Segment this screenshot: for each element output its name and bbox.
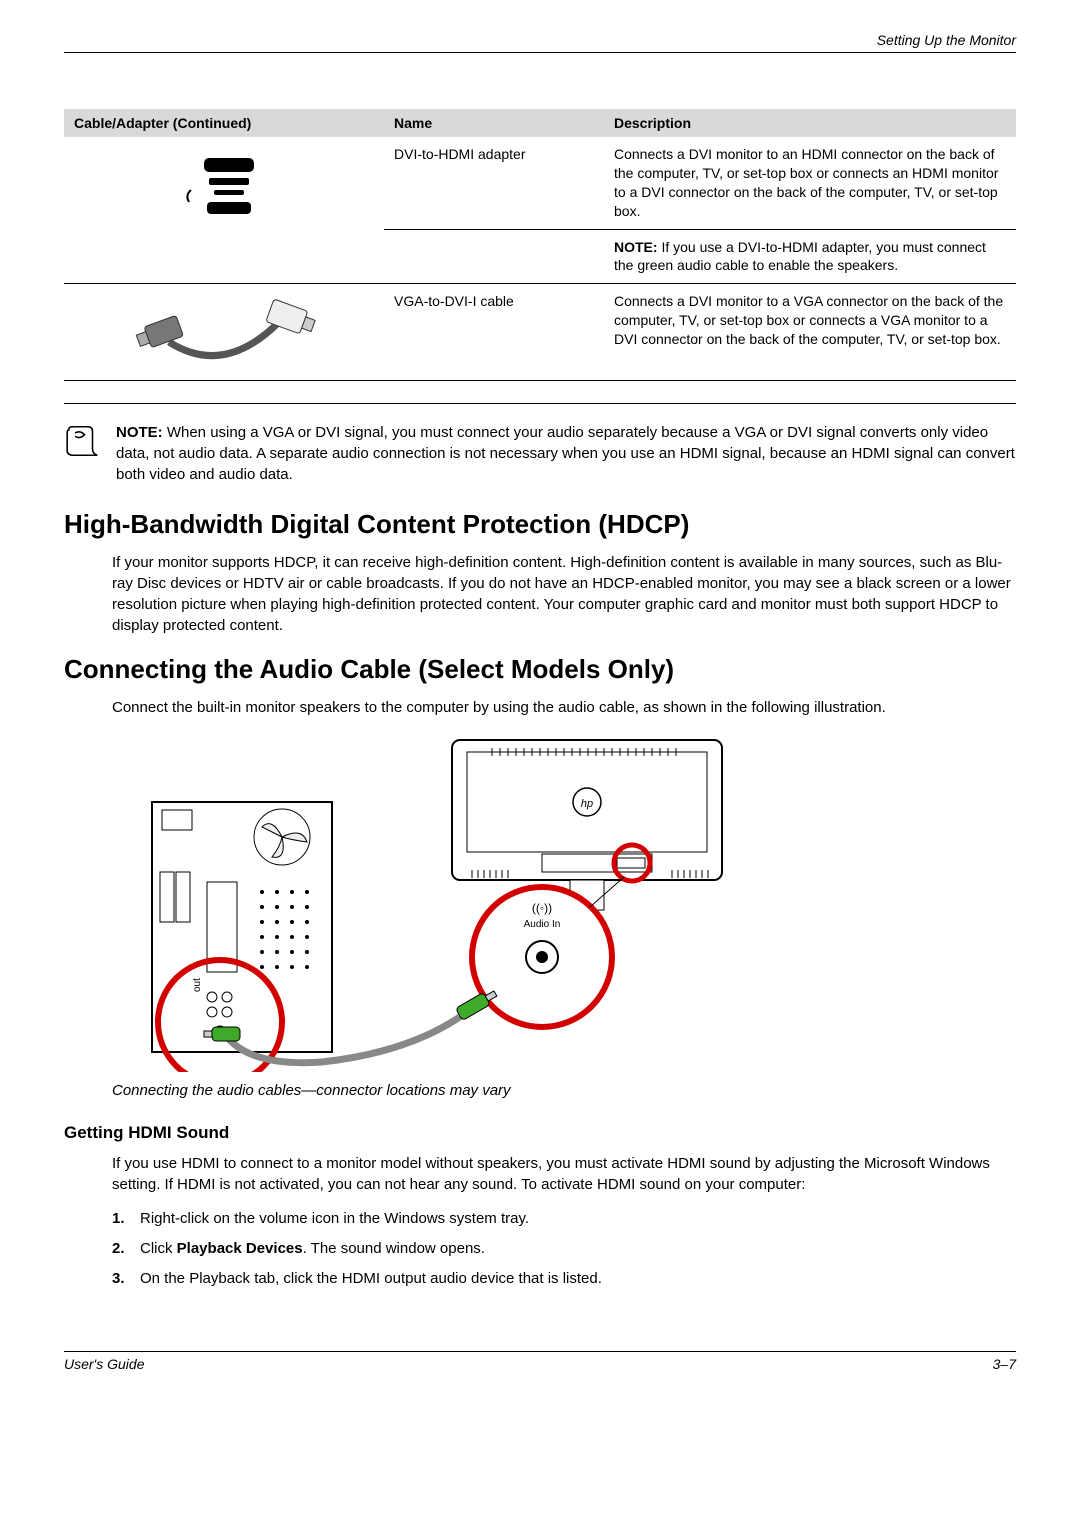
hdmi-sound-heading: Getting HDMI Sound: [64, 1123, 1016, 1143]
note-text: NOTE: When using a VGA or DVI signal, yo…: [116, 422, 1016, 485]
audio-in-label: Audio In: [524, 919, 561, 930]
col-cable: Cable/Adapter (Continued): [64, 109, 384, 137]
cable-adapter-table: Cable/Adapter (Continued) Name Descripti…: [64, 109, 1016, 381]
note-icon: [64, 422, 102, 485]
svg-text:hp: hp: [581, 798, 593, 810]
audio-cable-figure: hp ((◦)) Audio In: [112, 732, 732, 1072]
footer-left: User's Guide: [64, 1356, 144, 1372]
pc-tower-icon: out: [152, 802, 332, 1072]
list-item: Click Playback Devices. The sound window…: [112, 1237, 1016, 1261]
col-name: Name: [384, 109, 604, 137]
hdcp-heading: High-Bandwidth Digital Content Protectio…: [64, 509, 1016, 540]
table-row: VGA-to-DVI-I cable Connects a DVI monito…: [64, 284, 1016, 381]
audio-heading: Connecting the Audio Cable (Select Model…: [64, 654, 1016, 685]
list-item: Right-click on the volume icon in the Wi…: [112, 1207, 1016, 1231]
hdcp-body: If your monitor supports HDCP, it can re…: [112, 552, 1016, 636]
out-label: out: [192, 978, 203, 992]
section-title: Setting Up the Monitor: [64, 32, 1016, 48]
adapter-note: NOTE: If you use a DVI-to-HDMI adapter, …: [604, 229, 1016, 284]
list-item: On the Playback tab, click the HDMI outp…: [112, 1267, 1016, 1291]
dvi-hdmi-adapter-icon: [74, 145, 374, 225]
audio-symbol-icon: ((◦)): [532, 901, 552, 915]
col-desc: Description: [604, 109, 1016, 137]
note-block: NOTE: When using a VGA or DVI signal, yo…: [64, 403, 1016, 485]
cable-image-cell: [64, 284, 384, 381]
note-label: NOTE:: [614, 239, 658, 255]
monitor-icon: hp: [452, 740, 722, 910]
hdmi-sound-intro: If you use HDMI to connect to a monitor …: [112, 1153, 1016, 1195]
footer-right: 3–7: [993, 1356, 1016, 1372]
page-header: Setting Up the Monitor: [64, 32, 1016, 53]
adapter-desc: Connects a DVI monitor to an HDMI connec…: [604, 137, 1016, 229]
cable-name: VGA-to-DVI-I cable: [384, 284, 604, 381]
figure-caption: Connecting the audio cables—connector lo…: [112, 1082, 1016, 1099]
audio-intro: Connect the built-in monitor speakers to…: [112, 697, 1016, 718]
vga-dvi-cable-icon: [74, 292, 374, 372]
hdmi-steps: Right-click on the volume icon in the Wi…: [112, 1207, 1016, 1291]
adapter-image-cell: [64, 137, 384, 284]
cable-desc: Connects a DVI monitor to a VGA connecto…: [604, 284, 1016, 381]
page-footer: User's Guide 3–7: [64, 1351, 1016, 1372]
table-row: DVI-to-HDMI adapter Connects a DVI monit…: [64, 137, 1016, 229]
adapter-name: DVI-to-HDMI adapter: [384, 137, 604, 229]
